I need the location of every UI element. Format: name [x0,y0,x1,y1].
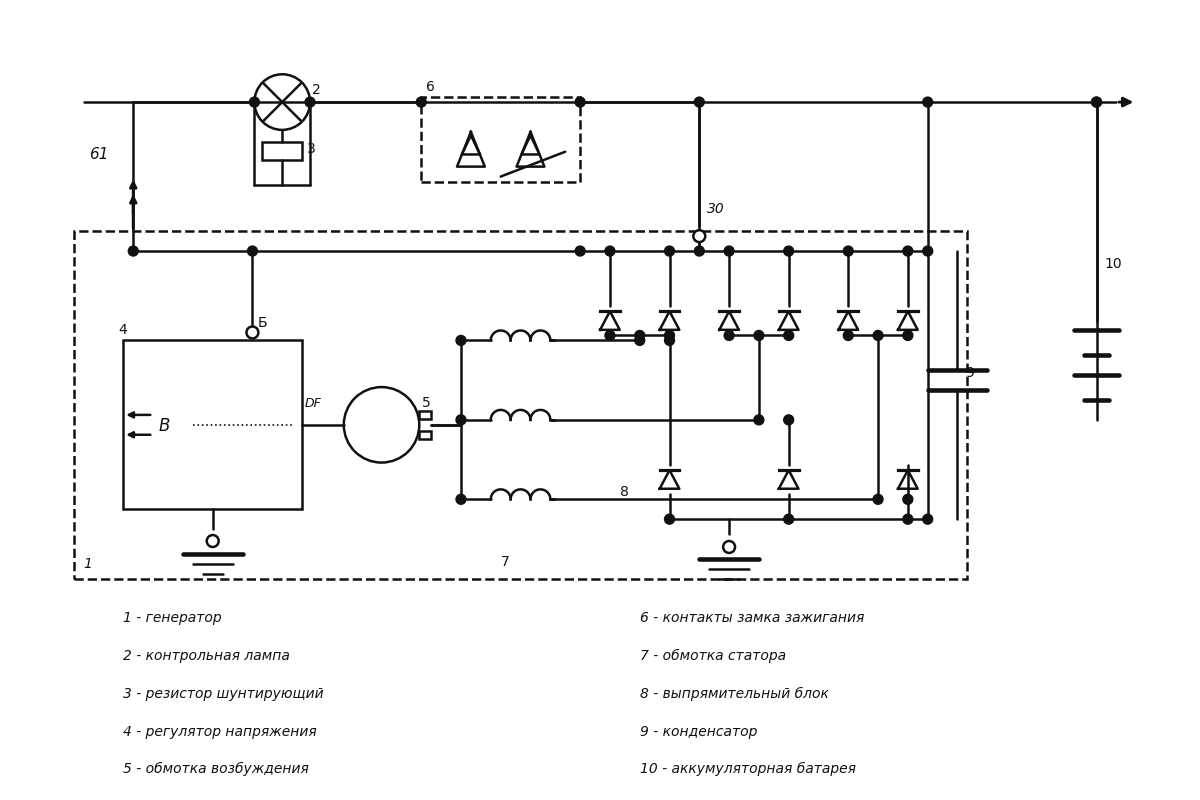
Circle shape [665,246,674,256]
Circle shape [724,330,734,341]
Circle shape [844,330,853,341]
Circle shape [695,246,704,256]
Circle shape [695,97,704,107]
Text: 9: 9 [966,366,974,380]
Bar [124,341,302,510]
Circle shape [665,330,674,341]
Bar [73,231,967,578]
Circle shape [923,97,932,107]
Circle shape [456,494,466,504]
Circle shape [1092,97,1102,107]
Bar [263,142,302,160]
Circle shape [635,330,644,341]
Text: B: B [158,417,169,434]
Text: 7 - обмотка статора: 7 - обмотка статора [640,649,786,663]
Circle shape [575,97,586,107]
Text: 8 - выпрямительный блок: 8 - выпрямительный блок [640,687,828,701]
Circle shape [784,514,793,524]
Text: 9 - конденсатор: 9 - конденсатор [640,725,757,738]
Text: 5 - обмотка возбуждения: 5 - обмотка возбуждения [124,762,310,777]
Bar [421,97,580,182]
Text: 4: 4 [119,323,127,338]
Text: 6: 6 [426,80,436,94]
Circle shape [784,330,793,341]
Circle shape [605,246,614,256]
Text: 2: 2 [312,83,320,97]
Circle shape [1092,97,1102,107]
Text: 10: 10 [1104,257,1122,271]
Circle shape [456,415,466,425]
Circle shape [724,541,736,553]
Circle shape [305,97,314,107]
Circle shape [902,330,913,341]
Circle shape [902,246,913,256]
Circle shape [754,415,764,425]
Circle shape [923,246,932,256]
Circle shape [694,230,706,242]
Circle shape [250,97,259,107]
Circle shape [784,415,793,425]
Circle shape [575,246,586,256]
Text: 5: 5 [422,396,431,410]
Text: 8: 8 [620,486,629,499]
Circle shape [923,514,932,524]
Text: 3: 3 [307,142,316,156]
Bar [419,430,431,438]
Bar [419,411,431,419]
Text: 4 - регулятор напряжения: 4 - регулятор напряжения [124,725,317,738]
Circle shape [416,97,426,107]
Circle shape [246,326,258,338]
Text: 3 - резистор шунтирующий: 3 - резистор шунтирующий [124,687,324,701]
Circle shape [665,514,674,524]
Text: Б: Б [257,317,268,330]
Circle shape [128,246,138,256]
Circle shape [724,246,734,256]
Circle shape [902,494,913,504]
Text: 2 - контрольная лампа: 2 - контрольная лампа [124,650,290,663]
Circle shape [844,246,853,256]
Text: 30: 30 [707,202,725,216]
Circle shape [665,335,674,346]
Text: 10 - аккумуляторная батарея: 10 - аккумуляторная батарея [640,762,856,777]
Circle shape [456,335,466,346]
Circle shape [754,330,764,341]
Circle shape [206,535,218,547]
Circle shape [247,246,257,256]
Text: 1 - генератор: 1 - генератор [124,611,222,626]
Text: 61: 61 [89,146,108,162]
Text: 6 - контакты замка зажигания: 6 - контакты замка зажигания [640,611,864,626]
Circle shape [874,494,883,504]
Circle shape [635,335,644,346]
Circle shape [605,330,614,341]
Text: DF: DF [305,397,322,410]
Circle shape [784,246,793,256]
Circle shape [902,514,913,524]
Circle shape [874,330,883,341]
Text: 1: 1 [84,557,92,571]
Text: 7: 7 [500,555,510,569]
